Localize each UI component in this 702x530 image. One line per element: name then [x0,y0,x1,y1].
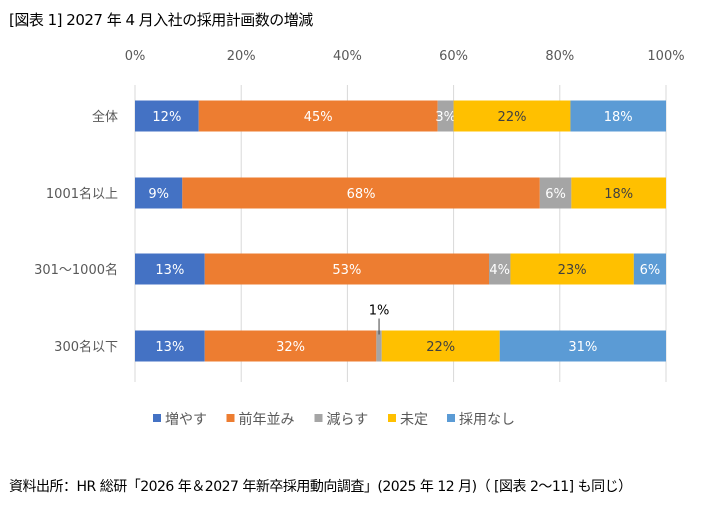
bar-segment [204,330,377,362]
bar-segment [571,177,666,209]
bar-segment [539,177,572,209]
x-tick-label: 0% [125,49,146,64]
data-label: 4% [489,263,510,278]
data-label: 18% [604,187,633,202]
x-tick-label: 40% [333,49,362,64]
bar-segment [204,253,489,285]
bar-segment [198,100,438,132]
legend-label: 増やす [165,412,207,428]
bar-segment [510,253,634,285]
x-tick-label: 80% [545,49,574,64]
bar-segment [633,253,666,285]
data-label: 68% [347,187,376,202]
bar-segment [376,330,382,362]
legend-label: 減らす [327,411,369,428]
data-label: 12% [152,110,181,125]
legend-swatch [153,414,161,422]
bar-segment [437,100,454,132]
x-tick-label: 100% [647,49,684,64]
source-note: 資料出所：HR 総研「2026 年＆2027 年新卒採用動向調査」(2025 年… [9,479,632,495]
category-label: 300名以下 [54,339,118,355]
chart-title: [図表 1] 2027 年 4 月入社の採用計画数の増減 [9,11,313,29]
data-label: 6% [545,187,566,202]
bar-segment [135,100,199,132]
x-tick-label: 60% [439,49,468,64]
bar-segment [135,253,205,285]
bar-segment [135,177,183,209]
data-label: 31% [568,340,597,355]
data-label: 53% [332,263,361,278]
bar-segment [499,330,666,362]
data-label: 6% [640,263,661,278]
bar-segment [570,100,666,132]
legend-swatch [447,414,455,422]
legend-label: 未定 [400,412,428,428]
data-label: 3% [435,110,456,125]
x-tick-label: 20% [227,49,256,64]
legend-label: 前年並み [239,411,295,428]
category-label: 301～1000名 [34,262,118,278]
category-label: 1001名以上 [46,186,118,202]
stacked-bar-chart: 0% 20% 40% 60% 80% 100% 全体 12% 45% 3% 22% 18% 1001名以… [34,49,684,428]
category-label: 全体 [92,109,118,125]
legend-label: 採用なし [459,412,515,428]
data-label: 23% [558,263,587,278]
bar-segment [489,253,511,285]
bar-segment [381,330,500,362]
data-label: 1% [369,304,390,319]
data-label: 32% [276,340,305,355]
bar-segment [453,100,571,132]
data-label: 22% [426,340,455,355]
legend-swatch [314,414,323,422]
data-label: 45% [304,110,333,125]
legend-swatch [388,414,396,422]
data-label: 18% [604,110,633,125]
bar-segment [182,177,540,209]
legend-swatch [226,414,235,422]
bar-segment [135,330,205,362]
data-label: 22% [498,110,527,125]
data-label: 9% [148,187,169,202]
data-label: 13% [155,340,184,355]
data-label: 13% [155,263,184,278]
